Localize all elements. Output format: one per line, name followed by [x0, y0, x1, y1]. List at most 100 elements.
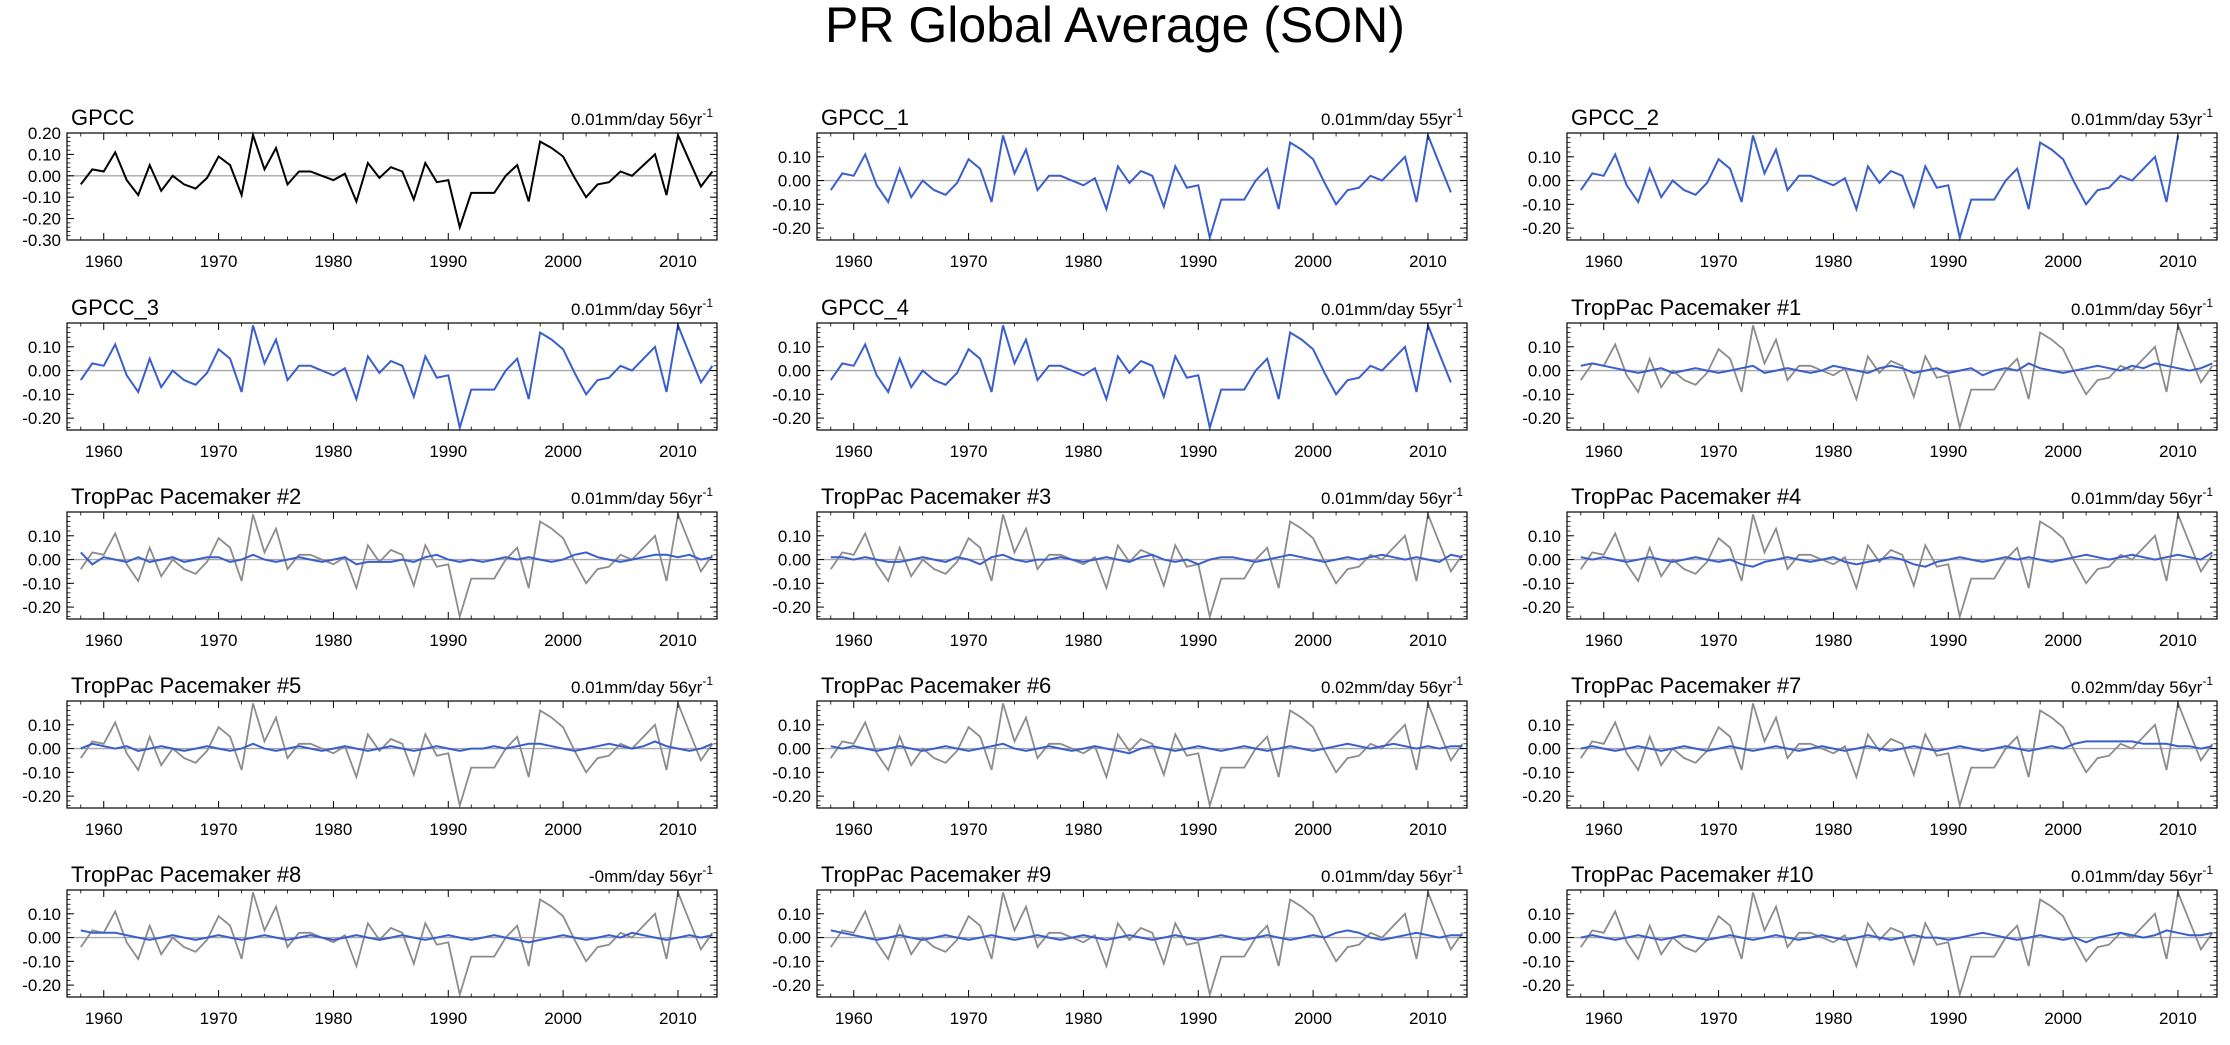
trend-exponent: -1	[1452, 106, 1463, 120]
observed-overlay-line	[80, 889, 714, 999]
y-tick-label: 0.10	[28, 338, 61, 357]
x-tick-label: 1990	[429, 631, 467, 650]
trend-value: 0.01mm/day 55yr	[1321, 110, 1453, 129]
panel-1: GPCC 0.01mm/day 56yr-1 0.20 0.10 0.00 -0.10 -0…	[22, 105, 718, 271]
y-tick-label: -0.10	[22, 763, 61, 782]
series-line	[80, 131, 714, 231]
y-tick-label: 0.00	[1528, 740, 1561, 759]
x-tick-label: 1970	[950, 1009, 988, 1028]
x-tick-label: 1990	[1929, 1009, 1967, 1028]
plot-frame	[1566, 511, 2218, 620]
y-tick-label: -0.20	[1522, 787, 1561, 806]
x-tick-label: 2010	[659, 252, 697, 271]
trend-value: 0.02mm/day 56yr	[2071, 678, 2203, 697]
x-tick-label: 1990	[1179, 442, 1217, 461]
x-tick-label: 1980	[315, 820, 353, 839]
panel-title: GPCC_3	[71, 295, 159, 320]
trend-value: 0.01mm/day 55yr	[1321, 300, 1453, 319]
x-tick-label: 1960	[1585, 1009, 1623, 1028]
panel-title: TropPac Pacemaker #10	[1571, 862, 1814, 887]
x-tick-label: 2010	[1409, 1009, 1447, 1028]
panel-9: TropPac Pacemaker #4 0.01mm/day 56yr-1 0.1…	[1522, 484, 2218, 650]
x-tick-label: 1960	[1585, 442, 1623, 461]
observed-overlay-line	[1580, 322, 2214, 432]
y-tick-label: -0.10	[22, 952, 61, 971]
trend-value: 0.01mm/day 56yr	[1321, 489, 1453, 508]
panel-7: TropPac Pacemaker #2 0.01mm/day 56yr-1 0.1…	[22, 484, 718, 650]
trend-label: 0.01mm/day 56yr-1	[571, 296, 713, 319]
y-tick-label: -0.10	[22, 188, 61, 207]
y-tick-label: 0.00	[28, 740, 61, 759]
y-tick-label: 0.10	[1528, 338, 1561, 357]
x-tick-label: 2010	[2159, 1009, 2197, 1028]
panel-6: TropPac Pacemaker #1 0.01mm/day 56yr-1 0.1…	[1522, 295, 2218, 461]
plot-frame	[1566, 889, 2218, 998]
panel-10: TropPac Pacemaker #5 0.01mm/day 56yr-1 0.1…	[22, 673, 718, 839]
x-tick-label: 1960	[835, 252, 873, 271]
panel-title: TropPac Pacemaker #4	[1571, 484, 1801, 509]
x-tick-label: 2000	[544, 820, 582, 839]
y-tick-label: -0.10	[22, 574, 61, 593]
y-tick-label: -0.20	[22, 598, 61, 617]
observed-overlay-line	[80, 700, 714, 810]
trend-exponent: -1	[2202, 863, 2213, 877]
y-tick-label: 0.10	[28, 716, 61, 735]
x-tick-label: 1980	[1065, 820, 1103, 839]
y-tick-label: 0.00	[778, 172, 811, 191]
y-tick-label: -0.10	[1522, 195, 1561, 214]
observed-overlay-line	[1580, 700, 2214, 810]
panel-title: TropPac Pacemaker #8	[71, 862, 301, 887]
x-tick-label: 2010	[2159, 442, 2197, 461]
x-tick-label: 1960	[85, 442, 123, 461]
x-tick-label: 2000	[1294, 442, 1332, 461]
series-line	[830, 929, 1463, 941]
x-tick-label: 1990	[429, 1009, 467, 1028]
x-tick-label: 1960	[835, 631, 873, 650]
x-tick-label: 1980	[1065, 252, 1103, 271]
x-tick-label: 1960	[85, 820, 123, 839]
x-tick-label: 1980	[315, 252, 353, 271]
x-tick-label: 1960	[835, 820, 873, 839]
series-line	[80, 740, 713, 752]
trend-label: 0.01mm/day 53yr-1	[2071, 106, 2213, 129]
panel-11: TropPac Pacemaker #6 0.02mm/day 56yr-1 0.1…	[772, 673, 1468, 839]
x-tick-label: 1970	[1700, 442, 1738, 461]
plot-frame	[66, 322, 718, 431]
plot-frame	[66, 889, 718, 998]
trend-label: 0.02mm/day 56yr-1	[1321, 674, 1463, 697]
y-tick-label: -0.10	[1522, 763, 1561, 782]
y-tick-label: 0.00	[28, 362, 61, 381]
y-tick-label: -0.10	[772, 385, 811, 404]
trend-exponent: -1	[2202, 674, 2213, 688]
x-tick-label: 2010	[2159, 631, 2197, 650]
plot-frame	[816, 132, 1468, 241]
observed-overlay-line	[1580, 511, 2214, 621]
x-tick-label: 1970	[200, 631, 238, 650]
x-tick-label: 2000	[1294, 631, 1332, 650]
series-line	[80, 551, 713, 566]
plot-frame	[816, 511, 1468, 620]
panel-title: GPCC_4	[821, 295, 909, 320]
trend-value: 0.01mm/day 56yr	[571, 489, 703, 508]
trend-label: 0.01mm/day 55yr-1	[1321, 296, 1463, 319]
observed-overlay-line	[830, 700, 1464, 810]
y-tick-label: 0.10	[1528, 716, 1561, 735]
x-tick-label: 1960	[1585, 631, 1623, 650]
x-tick-label: 1980	[1065, 631, 1103, 650]
trend-label: 0.01mm/day 56yr-1	[2071, 863, 2213, 886]
x-tick-label: 1980	[1815, 631, 1853, 650]
y-tick-label: 0.10	[28, 905, 61, 924]
y-tick-label: 0.10	[778, 716, 811, 735]
panel-2: GPCC_1 0.01mm/day 55yr-1 0.10 0.00 -0.10 -0.2…	[772, 105, 1468, 271]
series-line	[80, 929, 713, 944]
y-tick-label: -0.10	[1522, 574, 1561, 593]
plot-frame	[1566, 132, 2218, 241]
y-tick-label: -0.30	[22, 231, 61, 250]
trend-exponent: -1	[1452, 296, 1463, 310]
x-tick-label: 1990	[1929, 631, 1967, 650]
panel-12: TropPac Pacemaker #7 0.02mm/day 56yr-1 0.1…	[1522, 673, 2218, 839]
x-tick-label: 1960	[85, 631, 123, 650]
panel-title: TropPac Pacemaker #1	[1571, 295, 1801, 320]
trend-value: 0.02mm/day 56yr	[1321, 678, 1453, 697]
